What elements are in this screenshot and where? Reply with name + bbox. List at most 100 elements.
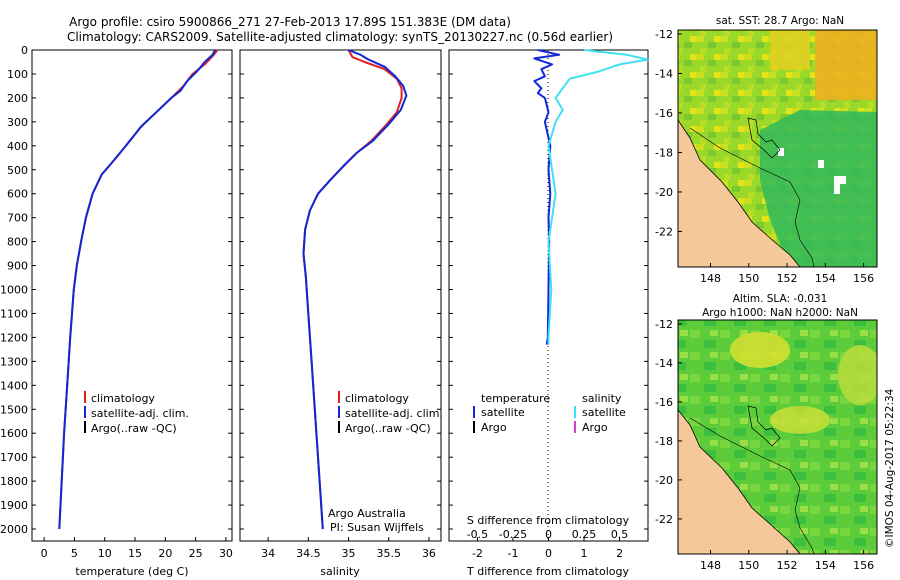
salinity-depth-ticks <box>240 49 441 530</box>
map-lat-label: -18 <box>655 435 673 448</box>
map-lat-label: -18 <box>655 146 673 159</box>
depth-tick-label: 1700 <box>0 451 28 464</box>
depth-tick-label: 700 <box>7 212 28 225</box>
depth-tick-label: 800 <box>7 236 28 249</box>
x-tick-label: -1 <box>507 547 518 560</box>
sst-land <box>678 119 801 267</box>
difference-legend: temperature salinity satellite Argo sate… <box>473 392 626 434</box>
legend-label-argo: Argo(..raw -QC) <box>91 422 177 435</box>
sla-high-patch-2 <box>838 345 877 405</box>
salinity-panel: 34 34.5 35 35.5 36 climatology satellite-adj… <box>239 49 443 578</box>
sla-map-frame <box>677 319 878 555</box>
s-diff-tick-label: 0.25 <box>572 528 597 541</box>
map-lon-label: 152 <box>777 272 798 285</box>
map-lon-label: 148 <box>700 559 721 572</box>
map-lon-label: 156 <box>853 559 874 572</box>
x-tick-label: 2 <box>616 547 623 560</box>
pi-label: PI: Susan Wijffels <box>330 521 424 534</box>
sst-map-panel: sat. SST: 28.7 Argo: NaN 148 150 152 154 156… <box>655 15 878 285</box>
x-tick-label: 34 <box>261 547 275 560</box>
depth-tick-label: 2000 <box>0 523 28 536</box>
x-tick-label: 35 <box>342 547 356 560</box>
salinity-xlabel: salinity <box>320 565 360 578</box>
depth-tick-label: 600 <box>7 188 28 201</box>
depth-tick-label: 1200 <box>0 331 28 344</box>
map-lat-label: -14 <box>655 357 673 370</box>
map-lat-label: -12 <box>655 28 673 41</box>
imos-credit: ©IMOS 04-Aug-2017 05:22:34 <box>884 388 896 548</box>
figure-title-line1: Argo profile: csiro 5900866_271 27-Feb-2… <box>69 15 511 29</box>
map-lat-label: -22 <box>655 513 673 526</box>
x-tick-label: 36 <box>422 547 436 560</box>
sla-reef <box>747 405 781 447</box>
temperature-panel: 0100200300400500600700800900100011001200… <box>0 44 233 578</box>
x-tick-label: 20 <box>158 547 172 560</box>
x-tick-label: 5 <box>71 547 78 560</box>
x-tick-label: 34.5 <box>296 547 321 560</box>
argo-australia-label: Argo Australia <box>328 507 406 520</box>
legend-label-t-argo: Argo <box>481 421 507 434</box>
legend-label-s-argo: Argo <box>582 421 608 434</box>
depth-tick-label: 100 <box>7 68 28 81</box>
sst-reef <box>747 117 781 159</box>
map-lon-label: 152 <box>777 559 798 572</box>
x-tick-label: 15 <box>128 547 142 560</box>
salinity-legend: climatology satellite-adj. clim. Argo(..… <box>338 391 443 435</box>
legend-label-s-satellite: satellite <box>582 406 626 419</box>
sla-map-axes: 148 150 152 154 156 -12 -14 -16 -18 -20 -22 <box>655 318 874 572</box>
depth-tick-label: 400 <box>7 140 28 153</box>
sla-high-patch <box>730 332 790 368</box>
legend-header-salinity: salinity <box>582 392 622 405</box>
x-tick-label: 10 <box>98 547 112 560</box>
legend-header-temperature: temperature <box>481 392 550 405</box>
depth-tick-label: 1900 <box>0 499 28 512</box>
salinity-x-axis: 34 34.5 35 35.5 36 <box>261 537 436 560</box>
sst-isobath <box>689 127 815 267</box>
x-tick-label: 0 <box>41 547 48 560</box>
map-lat-label: -20 <box>655 186 673 199</box>
depth-tick-label: 500 <box>7 164 28 177</box>
sla-map-title-line1: Altim. SLA: -0.031 <box>733 293 828 305</box>
sst-map-axes: 148 150 152 154 156 -12 -14 -16 -18 -20 -22 <box>655 28 874 285</box>
x-tick-label: 35.5 <box>376 547 401 560</box>
sst-warm-patch-2 <box>770 30 810 70</box>
depth-tick-label: 1800 <box>0 475 28 488</box>
map-lon-label: 154 <box>815 272 836 285</box>
map-lon-label: 148 <box>700 272 721 285</box>
legend-label-climatology: climatology <box>345 392 409 405</box>
x-tick-label: 30 <box>219 547 233 560</box>
salinity-axes-frame <box>239 49 442 542</box>
s-diff-tick-label: -0.5 <box>467 528 488 541</box>
map-lat-label: -12 <box>655 318 673 331</box>
sst-map-title: sat. SST: 28.7 Argo: NaN <box>716 15 844 27</box>
figure-title-line2: Climatology: CARS2009. Satellite-adjuste… <box>67 30 613 44</box>
legend-label-satellite: satellite-adj. clim. <box>345 407 443 420</box>
legend-label-climatology: climatology <box>91 392 155 405</box>
series-line-sat_salinity <box>547 49 649 345</box>
map-lon-label: 150 <box>738 272 759 285</box>
map-lat-label: -16 <box>655 396 673 409</box>
depth-tick-label: 1600 <box>0 427 28 440</box>
map-lon-label: 150 <box>738 559 759 572</box>
sst-missing-data <box>840 176 846 184</box>
depth-axis: 0 100 200 300 400 500 600 700 800 900 1000 1100 1200… <box>0 44 232 536</box>
legend-label-argo: Argo(..raw -QC) <box>345 422 431 435</box>
map-lat-label: -16 <box>655 107 673 120</box>
x-tick-label: 25 <box>189 547 203 560</box>
salinity-series <box>302 49 408 530</box>
s-difference-label: S difference from climatology <box>467 514 630 527</box>
salinity-difference-ticks: -0.5 -0.25 0 0.25 0.5 <box>467 528 629 541</box>
depth-tick-label: 1300 <box>0 355 28 368</box>
s-diff-tick-label: -0.25 <box>499 528 527 541</box>
map-lat-label: -22 <box>655 225 673 238</box>
depth-tick-label: 300 <box>7 116 28 129</box>
sst-cool-region <box>760 110 877 267</box>
map-lon-label: 154 <box>815 559 836 572</box>
s-diff-tick-label: 0 <box>545 528 552 541</box>
legend-label-t-satellite: satellite <box>481 406 525 419</box>
temperature-x-axis: 0 5 10 15 20 25 30 <box>41 537 233 560</box>
depth-tick-label: 200 <box>7 92 28 105</box>
difference-series <box>533 49 649 345</box>
depth-tick-label: 0 <box>21 44 28 57</box>
